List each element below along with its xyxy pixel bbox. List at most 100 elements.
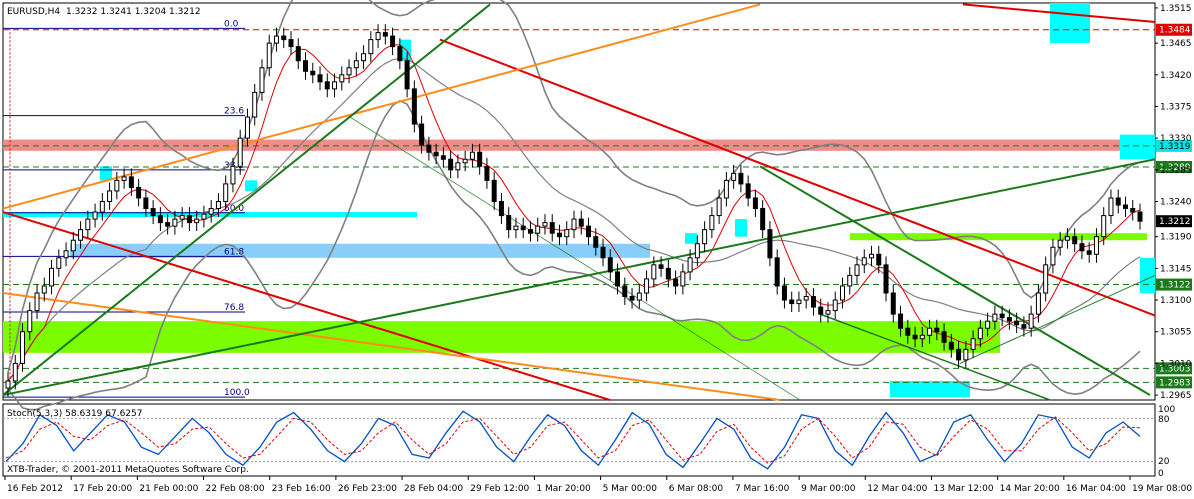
candle-body [520,225,526,231]
candle-body [549,222,555,234]
candle-body [491,179,497,203]
candle-body [629,296,635,301]
candle-body [1050,246,1056,266]
candle-body [63,250,69,259]
x-tick-label: 9 Mar 00:00 [801,484,856,494]
x-tick-label: 17 Feb 20:00 [73,484,132,494]
candle-body [121,176,127,181]
candle-body [745,183,751,199]
trendline [959,274,1156,364]
price-marker-label: 1.3003 [1159,364,1191,374]
trendline [962,3,1156,24]
stoch-level-100: 100 [1158,405,1175,415]
stoch-pane-frame [2,403,1156,477]
candle-body [237,137,243,167]
candle-body [390,35,396,48]
candle-body [825,310,831,315]
candle-body [919,334,925,340]
zone-rect [1140,257,1155,294]
candle-body [150,208,156,217]
candle-body [288,39,294,48]
y-tick-label: 1.3145 [1160,264,1192,274]
zone-rect [685,233,697,244]
x-tick-label: 21 Feb 00:00 [139,484,198,494]
candle-body [440,155,446,160]
y-tick-label: 1.3010 [1160,359,1192,369]
candle-body [644,278,650,294]
candle-body [810,296,816,308]
y-tick-label: 1.3055 [1160,328,1192,338]
price-marker-box [1156,23,1192,36]
stoch-level-80: 80 [1158,415,1170,425]
candle-body [1122,204,1128,210]
price-marker-label: 1.3122 [1159,281,1191,291]
candle-body [78,229,84,241]
candle-body [157,215,163,224]
candle-body [796,299,802,305]
candle-body [977,327,983,340]
candle-body [702,229,708,245]
y-tick-label: 1.3285 [1160,166,1192,176]
candle-body [1101,215,1107,238]
candle-body [774,257,780,287]
price-marker-box [1156,362,1192,375]
price-marker-label: 1.3212 [1159,217,1191,227]
candle-body [1043,264,1049,294]
candle-body [34,292,40,312]
candle-body [397,46,403,62]
candle-body [201,213,207,220]
zone-rect [400,39,411,61]
y-tick-label: 1.3330 [1160,134,1192,144]
stoch-main-line [5,410,1141,470]
candle-body [564,229,570,238]
candle-body [179,215,185,220]
candle-body [426,144,432,153]
candle-body [266,42,272,69]
candle-body [49,267,55,287]
candle-body [818,306,824,315]
candle-body [767,229,773,259]
candle-body [651,264,657,280]
zone-rect [850,233,1147,241]
trendline [2,3,761,210]
price-marker-label: 1.3319 [1159,142,1191,152]
candle-body [375,32,381,41]
candle-body [593,236,599,248]
candle-body [513,225,519,231]
candle-body [244,116,250,139]
fib-level-label: 61.8 [224,247,244,257]
candle-body [1130,208,1136,213]
candle-body [847,274,853,287]
candle-body [963,348,969,361]
candle-body [411,88,417,125]
ohlc-label: 1.3232 1.3241 1.3204 1.3212 [66,7,201,17]
candle-body [578,218,584,227]
candle-body [658,264,664,269]
candle-body [455,162,461,171]
candle-body [295,46,301,62]
candle-body [332,81,338,90]
candle-body [92,211,98,220]
candle-body [5,380,11,389]
candle-body [85,218,91,231]
candle-body [368,39,374,55]
candle-body [1108,197,1114,217]
candle-body [999,313,1005,319]
candle-body [948,341,954,350]
candle-body [1093,236,1099,255]
candle-body [789,299,795,305]
zone-rect [245,180,257,191]
candle-body [673,278,679,287]
candle-body [506,215,512,231]
candle-body [56,257,62,269]
x-tick-label: 22 Feb 08:00 [206,484,265,494]
candle-body [680,271,686,287]
candle-body [1028,313,1034,329]
candle-body [353,60,359,69]
candle-body [484,165,490,181]
candle-body [215,201,221,210]
price-marker-box [1156,278,1192,291]
zone-rect [100,166,112,181]
